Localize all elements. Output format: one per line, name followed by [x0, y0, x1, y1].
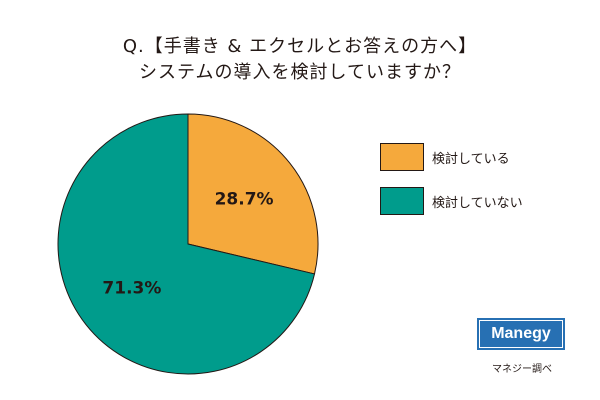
- legend-item-considering: 検討している: [380, 142, 523, 172]
- legend-swatch-considering: [380, 143, 424, 171]
- legend-label-considering: 検討している: [432, 151, 510, 167]
- manegy-logo-text: Manegy: [479, 320, 563, 348]
- chart-title-line-1: Q.【手書き & エクセルとお答えの方へ】: [122, 36, 478, 57]
- pie-slice-0: [187, 113, 319, 275]
- source-note: マネジー調べ: [492, 364, 552, 375]
- legend-swatch-not-considering: [380, 187, 424, 215]
- pie-label-1: 71.3%: [102, 278, 161, 298]
- chart-title: Q.【手書き & エクセルとお答えの方へ】 システムの導入を検討していますか？: [0, 34, 600, 86]
- chart-title-line-2: システムの導入を検討していますか？: [139, 62, 461, 83]
- legend-label-not-considering: 検討していない: [432, 195, 523, 211]
- pie-label-0: 28.7%: [215, 190, 274, 210]
- manegy-logo: Manegy: [477, 318, 565, 350]
- chart-legend: 検討している 検討していない: [380, 142, 523, 230]
- legend-item-not-considering: 検討していない: [380, 186, 523, 216]
- pie-slice-1: [57, 113, 316, 375]
